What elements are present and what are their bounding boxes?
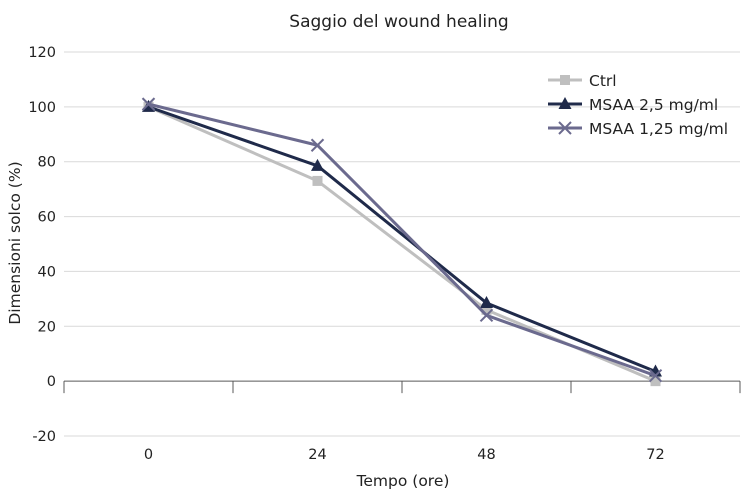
data-point-x	[648, 368, 663, 383]
series-line	[148, 102, 657, 378]
x-marker-stroke	[310, 138, 325, 152]
x-axis-label: Tempo (ore)	[356, 472, 450, 490]
series-lines	[141, 97, 663, 387]
data-point-x	[310, 138, 325, 152]
y-tick-label: 80	[38, 155, 56, 171]
data-point-triangle	[142, 99, 155, 112]
data-point-square	[312, 175, 323, 186]
y-tick-label: 100	[28, 100, 56, 116]
data-point-triangle	[311, 158, 324, 171]
data-point-triangle	[558, 97, 572, 109]
x-tick-label: 72	[646, 447, 664, 463]
x-marker-stroke	[479, 308, 494, 323]
legend: Ctrl MSAA 2,5 mg/ml MSAA 1,25 mg/ml	[548, 72, 728, 138]
data-point-square	[481, 304, 492, 315]
x-tick-label: 0	[144, 447, 153, 463]
legend-label: MSAA 2,5 mg/ml	[589, 96, 718, 114]
y-tick-label: 0	[47, 374, 56, 390]
legend-label: Ctrl	[589, 72, 617, 90]
data-point-x	[479, 308, 494, 323]
data-point-square	[560, 75, 570, 85]
data-point-triangle	[480, 295, 493, 308]
legend-item: MSAA 1,25 mg/ml	[548, 120, 728, 138]
x-tick-label: 48	[477, 447, 495, 463]
x-marker-stroke	[558, 121, 572, 135]
legend-item: MSAA 2,5 mg/ml	[548, 96, 718, 114]
legend-item: Ctrl	[548, 72, 617, 90]
x-marker-stroke	[648, 368, 663, 383]
series-2	[142, 99, 662, 377]
y-tick-label: 60	[38, 210, 56, 226]
chart-title: Saggio del wound healing	[289, 12, 508, 32]
y-tick-label: 120	[28, 45, 56, 61]
y-axis-label: Dimensioni solco (%)	[6, 161, 24, 324]
data-point-x	[141, 97, 156, 111]
series-3	[141, 97, 663, 383]
x-marker-stroke	[141, 97, 156, 111]
x-tick-label: 24	[308, 447, 326, 463]
gridlines	[64, 51, 740, 437]
legend-label: MSAA 1,25 mg/ml	[589, 120, 728, 138]
y-axis-ticks: 120 100 80 60 40 20 0 -20	[28, 45, 56, 445]
data-point-square	[650, 376, 661, 387]
y-tick-label: 20	[38, 319, 56, 335]
y-tick-label: -20	[32, 429, 56, 445]
data-point-x	[558, 121, 572, 135]
x-axis: 0 24 48 72	[63, 380, 741, 463]
series-line	[148, 105, 657, 373]
y-tick-label: 40	[38, 264, 56, 280]
